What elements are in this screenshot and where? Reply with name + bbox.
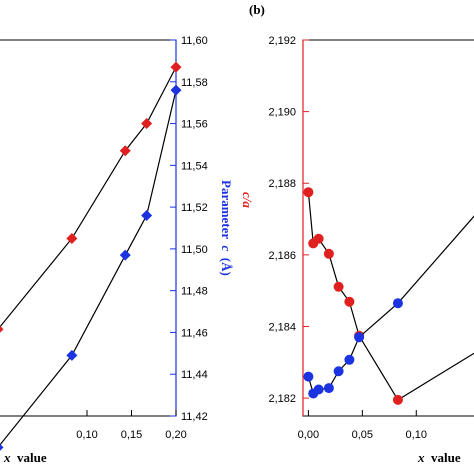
panel-a-blue-series-line	[0, 89, 177, 446]
panel-a-y-var: c	[219, 245, 234, 251]
panel-b-red-point	[303, 187, 314, 198]
panel-b-blue-point	[392, 298, 403, 309]
panel-b-x-var: x	[417, 450, 425, 465]
panel-a-red-point	[119, 145, 131, 157]
panel-a-y-tick-label: 11,48	[181, 286, 208, 298]
panel-a-y-tick-label: 11,42	[181, 411, 208, 423]
panel-a-x-tick-label: 0,20	[165, 429, 186, 441]
panel-a-y-tick-label: 11,60	[181, 35, 208, 47]
panel-a-blue-point	[170, 84, 182, 96]
panel-a-y-tick-label: 11,50	[181, 244, 208, 256]
panel-a-x-rest: value	[11, 450, 47, 465]
panel-a-red-point	[141, 118, 153, 130]
panel-a-y-tick-label: 11,56	[181, 119, 208, 131]
panel-b-label: (b)	[249, 2, 265, 17]
panel-a-y-main: Parameter	[219, 180, 234, 245]
panel-a-x-tick-label: 0,15	[121, 429, 142, 441]
panel-b-x-tick-label: 0,10	[406, 429, 427, 441]
panel-a-y-ticks: 11,42 11,44 11,46 11,48 11,50 11,52 11,54 11,56…	[170, 35, 208, 423]
panel-a-y-tick-label: 11,52	[181, 202, 208, 214]
panel-a-red-point	[0, 325, 4, 333]
panel-b-blue-point	[313, 384, 324, 395]
panel-b-x-ticks: 0,00 0,05 0,10	[298, 410, 427, 441]
panel-a-x-tick-label: 0,10	[76, 429, 97, 441]
panel-a-blue-point	[66, 349, 78, 361]
panel-b-red-point	[323, 248, 334, 259]
panel-a-red-point	[170, 61, 182, 73]
panel-b-blue-point	[344, 354, 355, 365]
panel-a-x-ticks: 0,10 0,15 0,20	[76, 410, 187, 441]
panel-b-y-tick-label: 2,192	[268, 35, 296, 47]
panel-b-blue-point	[323, 383, 334, 394]
panel-b-x-rest: value	[425, 450, 461, 465]
panel-a-blue-point	[141, 209, 153, 221]
panel-a-series	[0, 61, 182, 451]
panel-b-series	[303, 187, 474, 405]
panel-b-y-tick-label: 2,182	[268, 393, 296, 405]
panel-b-x-tick-label: 0,00	[298, 429, 319, 441]
panel-a-red-point	[66, 232, 78, 244]
panel-b-y-tick-label: 2,188	[268, 178, 296, 190]
panel-a-y-tick-label: 11,54	[181, 160, 208, 172]
panel-b: (b) 0,00 0,05 0,10 2,1822,1842,1862,1882,1…	[240, 2, 474, 465]
panel-b-y-tick-label: 2,186	[268, 250, 296, 262]
panel-a-blue-point	[0, 443, 4, 451]
panel-a-red-series-line	[0, 66, 177, 328]
panel-b-frame	[302, 39, 474, 417]
panel-a-x-axis-label: x value	[3, 450, 47, 465]
panel-a-frame	[0, 39, 177, 417]
panel-b-y-axis-label: c/a	[240, 192, 255, 208]
panel-b-red-point	[392, 394, 403, 405]
panel-b-red-series-line	[307, 192, 474, 401]
panel-b-y-tick-label: 2,190	[268, 107, 296, 119]
panel-b-blue-point	[333, 366, 344, 377]
panel-b-blue-series-line	[307, 215, 474, 395]
panel-a-y-tick-label: 11,58	[181, 77, 208, 89]
panel-a-y-tick-label: 11,46	[181, 327, 208, 339]
panel-a-y-axis-label: Parameter c (Å)	[219, 180, 234, 276]
panel-b-y-tick-label: 2,184	[268, 321, 296, 333]
panel-a-blue-point	[119, 249, 131, 261]
panel-b-red-point	[313, 233, 324, 244]
panel-b-red-point	[344, 296, 355, 307]
panel-b-blue-point	[354, 332, 365, 343]
panel-a-y-unit: (Å)	[219, 251, 234, 276]
panel-a: 0,10 0,15 0,20 11,4211,4411,4611,4811,5011…	[0, 35, 234, 465]
panel-a-x-var: x	[3, 450, 11, 465]
panel-a-y-tick-label: 11,44	[181, 369, 208, 381]
panel-b-x-axis-label: x value	[417, 450, 461, 465]
panel-b-x-tick-label: 0,05	[352, 429, 373, 441]
panel-b-red-point	[333, 281, 344, 292]
panel-b-y-ticks: 2,182 2,184 2,186 2,188 2,190 2,192	[268, 35, 309, 405]
panel-b-blue-point	[303, 371, 314, 382]
